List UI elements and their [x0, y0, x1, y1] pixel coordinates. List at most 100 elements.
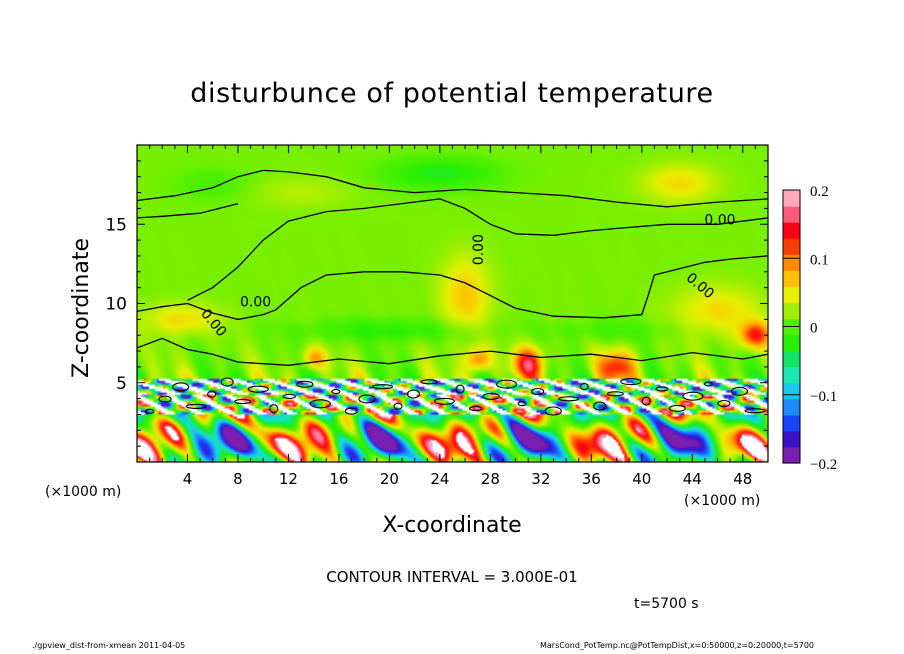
y-axis-label: Z-coordinate — [69, 238, 94, 378]
contour-line — [275, 255, 768, 319]
footer-right: MarsCond_PotTemp.nc@PotTempDist,x=0:5000… — [540, 641, 815, 650]
x-tick-label: 24 — [430, 470, 449, 488]
x-tick-label: 20 — [380, 470, 399, 488]
contour-loop — [172, 382, 190, 392]
contour-loop — [344, 407, 358, 415]
contour-loop — [309, 399, 331, 409]
contour-loop — [655, 386, 669, 392]
contour-loop — [482, 392, 500, 400]
contour-loop — [247, 385, 269, 393]
contour-loop — [371, 384, 394, 390]
colorbar-label: −0.1 — [810, 389, 837, 405]
x-axis-label: X-coordinate — [382, 513, 522, 538]
colorbar-swatch — [783, 398, 800, 416]
contour-loop — [185, 403, 207, 409]
colorbar-swatch — [783, 254, 800, 271]
y-tick-label: 5 — [116, 374, 127, 394]
contour-loop — [207, 390, 217, 398]
x-tick-label: 36 — [582, 470, 601, 488]
contour-loop — [234, 398, 252, 405]
time-stamp: t=5700 s — [634, 596, 699, 612]
contour-loop — [220, 377, 234, 387]
contour-loop — [496, 379, 518, 389]
x-tick-label: 16 — [329, 470, 348, 488]
contour-loop — [433, 397, 456, 405]
contour-loop — [296, 380, 314, 388]
colorbar-label: 0 — [810, 321, 818, 337]
contour-loop — [393, 402, 403, 410]
contour-loop — [331, 389, 341, 395]
contour-loop — [455, 384, 465, 394]
colorbar-swatch — [783, 206, 800, 223]
colorbar-swatch — [783, 334, 800, 352]
contour-loop — [420, 379, 438, 385]
contour-loop — [593, 401, 607, 411]
x-tick-label: 12 — [279, 470, 298, 488]
contour-line — [187, 198, 768, 301]
x-tick-label: 8 — [233, 470, 243, 488]
contour-loop — [579, 383, 589, 391]
x-unit-left: (×1000 m) — [45, 484, 122, 500]
heatmap-image — [137, 145, 768, 462]
colorbar-swatch — [783, 414, 800, 432]
contour-loop — [358, 394, 376, 404]
x-unit-right: (×1000 m) — [684, 493, 761, 509]
contour-loop — [717, 399, 731, 408]
colorbar-swatch — [783, 238, 800, 255]
contour-loop — [606, 391, 624, 397]
y-axis: 5 10 15 — [105, 160, 768, 447]
contour-loop — [282, 393, 296, 400]
colorbar-label: 0.2 — [810, 184, 829, 200]
contour-line — [137, 202, 239, 219]
y-tick-label: 15 — [105, 215, 127, 235]
contour-line — [137, 302, 277, 321]
chart-title: disturbunce of potential temperature — [190, 78, 714, 109]
colorbar-swatch — [783, 190, 800, 207]
x-tick-label: 44 — [683, 470, 702, 488]
contour-loop — [703, 381, 713, 387]
footer-left: ./gpview_dist-from-xmean 2011-04-05 — [32, 641, 186, 650]
contour-lines — [137, 169, 768, 416]
x-tick-label: 48 — [733, 470, 752, 488]
colorbar-label: 0.1 — [810, 252, 829, 268]
contour-label: 0.00 — [704, 212, 735, 228]
x-tick-label: 28 — [481, 470, 500, 488]
contour-loop — [145, 408, 155, 414]
colorbar-swatch — [783, 270, 800, 287]
colorbar-swatch — [783, 222, 800, 239]
colorbar: 0.2 0.1 0 −0.1 −0.2 — [782, 184, 837, 473]
colorbar-swatch — [783, 350, 800, 368]
colorbar-swatch — [783, 382, 800, 400]
contour-line — [137, 169, 768, 208]
contour-label: 0.00 — [471, 234, 487, 265]
contour-loop — [682, 391, 704, 401]
y-tick-label: 10 — [105, 295, 127, 315]
contour-loop — [730, 386, 749, 396]
contour-loop — [158, 395, 172, 403]
contour-line — [137, 337, 768, 366]
contour-loop — [517, 401, 527, 407]
colorbar-swatch — [783, 430, 800, 448]
x-axis: 4 8 12 16 20 24 28 32 36 40 44 48 — [149, 145, 756, 488]
contour-label: 0.00 — [240, 295, 271, 311]
x-tick-label: 32 — [531, 470, 550, 488]
contour-loop — [406, 389, 421, 399]
colorbar-swatch — [783, 302, 800, 320]
contour-loop — [531, 387, 545, 396]
colorbar-label: −0.2 — [810, 457, 837, 473]
contour-loop — [744, 408, 766, 414]
x-tick-label: 4 — [183, 470, 193, 488]
contour-loop — [544, 406, 562, 416]
colorbar-swatch — [783, 286, 800, 304]
heatmap-field — [137, 145, 768, 462]
contour-loop — [269, 404, 279, 414]
contour-interval: CONTOUR INTERVAL = 3.000E-01 — [326, 568, 578, 586]
x-tick-label: 40 — [632, 470, 651, 488]
colorbar-swatch — [783, 446, 800, 464]
colorbar-swatch — [783, 366, 800, 384]
contour-loop — [558, 396, 580, 402]
contour-loop — [620, 378, 642, 386]
contour-loop — [668, 404, 686, 412]
